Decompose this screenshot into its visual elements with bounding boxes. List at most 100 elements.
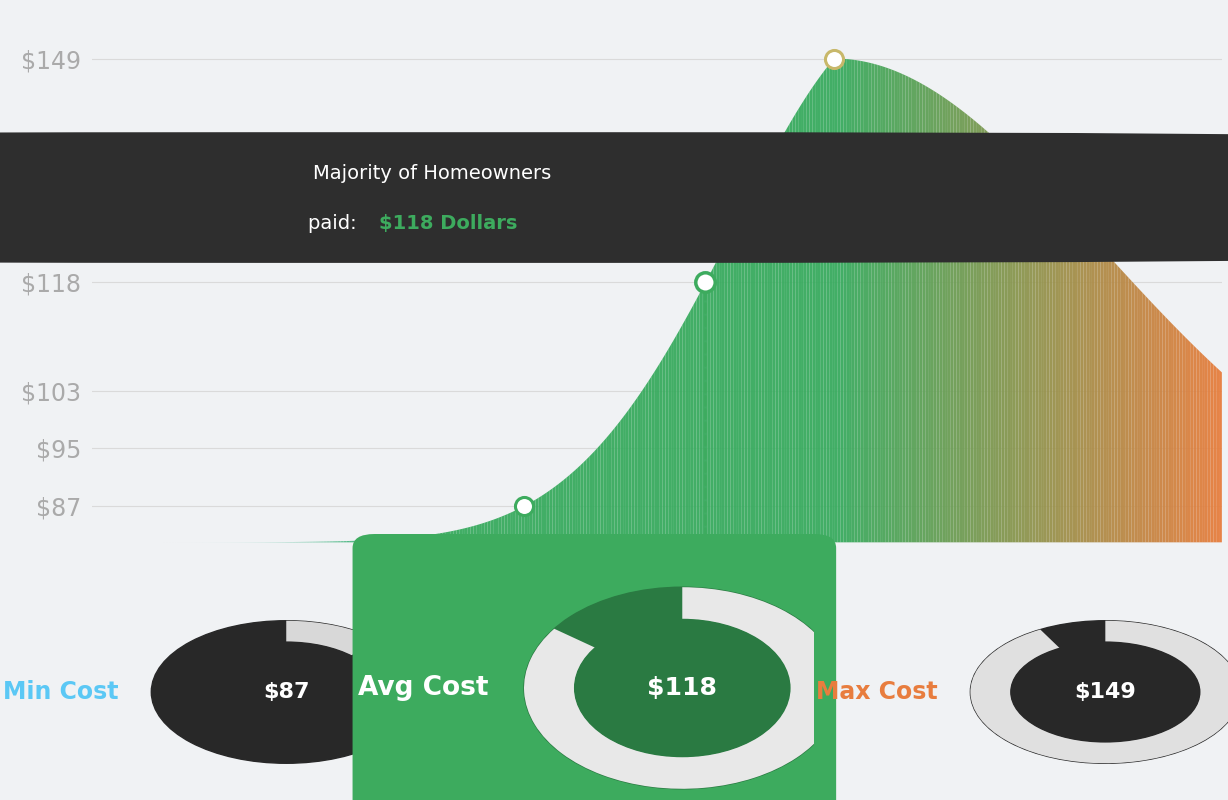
Polygon shape xyxy=(880,66,883,542)
FancyBboxPatch shape xyxy=(0,132,1228,263)
Polygon shape xyxy=(420,536,422,542)
Polygon shape xyxy=(592,450,594,542)
Polygon shape xyxy=(499,517,502,542)
Polygon shape xyxy=(1117,266,1120,542)
Polygon shape xyxy=(855,60,857,542)
Polygon shape xyxy=(1168,320,1172,542)
Polygon shape xyxy=(375,540,377,542)
Polygon shape xyxy=(587,457,589,542)
Polygon shape xyxy=(1211,362,1213,542)
Polygon shape xyxy=(959,109,962,542)
Polygon shape xyxy=(594,448,598,542)
Polygon shape xyxy=(346,541,349,542)
Polygon shape xyxy=(453,530,457,542)
Polygon shape xyxy=(877,65,880,542)
Polygon shape xyxy=(1202,354,1205,542)
Polygon shape xyxy=(403,538,405,542)
Polygon shape xyxy=(677,330,679,542)
Polygon shape xyxy=(488,521,490,542)
Polygon shape xyxy=(764,164,768,542)
Polygon shape xyxy=(909,77,911,542)
Polygon shape xyxy=(696,294,700,542)
Polygon shape xyxy=(1135,284,1137,542)
Polygon shape xyxy=(672,339,674,542)
Polygon shape xyxy=(857,60,861,542)
Polygon shape xyxy=(451,530,453,542)
Polygon shape xyxy=(494,518,496,542)
Polygon shape xyxy=(920,82,922,542)
Polygon shape xyxy=(1191,342,1194,542)
Polygon shape xyxy=(785,128,787,542)
Polygon shape xyxy=(1172,322,1174,542)
Polygon shape xyxy=(731,229,733,542)
Polygon shape xyxy=(813,83,815,542)
Polygon shape xyxy=(1007,150,1011,542)
Polygon shape xyxy=(1129,278,1131,542)
Polygon shape xyxy=(1207,359,1211,542)
Polygon shape xyxy=(637,394,640,542)
Polygon shape xyxy=(607,435,609,542)
Polygon shape xyxy=(781,134,785,542)
Polygon shape xyxy=(476,524,479,542)
Polygon shape xyxy=(1024,166,1027,542)
Polygon shape xyxy=(779,138,781,542)
Polygon shape xyxy=(1143,293,1146,542)
Polygon shape xyxy=(883,66,885,542)
Polygon shape xyxy=(510,512,513,542)
Polygon shape xyxy=(1041,183,1044,542)
Polygon shape xyxy=(355,541,357,542)
Polygon shape xyxy=(513,510,516,542)
Polygon shape xyxy=(815,79,818,542)
Polygon shape xyxy=(381,539,383,542)
Polygon shape xyxy=(931,89,933,542)
Polygon shape xyxy=(837,58,841,542)
Polygon shape xyxy=(1022,163,1024,542)
Polygon shape xyxy=(1027,169,1030,542)
Polygon shape xyxy=(711,267,713,542)
Polygon shape xyxy=(770,154,772,542)
Polygon shape xyxy=(674,334,677,542)
Polygon shape xyxy=(600,442,603,542)
Polygon shape xyxy=(612,428,615,542)
Polygon shape xyxy=(640,390,643,542)
Polygon shape xyxy=(561,480,564,542)
Polygon shape xyxy=(507,513,510,542)
Polygon shape xyxy=(1011,152,1013,542)
Polygon shape xyxy=(1078,222,1081,542)
Polygon shape xyxy=(1035,178,1038,542)
Polygon shape xyxy=(982,126,985,542)
Circle shape xyxy=(1011,642,1200,742)
Polygon shape xyxy=(939,94,942,542)
Polygon shape xyxy=(425,535,429,542)
Polygon shape xyxy=(716,256,720,542)
Polygon shape xyxy=(542,494,544,542)
Polygon shape xyxy=(1100,247,1103,542)
Polygon shape xyxy=(948,100,950,542)
Polygon shape xyxy=(849,59,852,542)
Polygon shape xyxy=(1200,351,1202,542)
Polygon shape xyxy=(546,490,550,542)
Polygon shape xyxy=(496,518,499,542)
Polygon shape xyxy=(1103,250,1106,542)
Polygon shape xyxy=(776,143,779,542)
Polygon shape xyxy=(968,115,970,542)
Polygon shape xyxy=(685,314,688,542)
Polygon shape xyxy=(688,310,691,542)
Polygon shape xyxy=(1148,299,1152,542)
Polygon shape xyxy=(1131,281,1135,542)
Polygon shape xyxy=(705,278,707,542)
Polygon shape xyxy=(666,349,668,542)
Polygon shape xyxy=(917,81,920,542)
Polygon shape xyxy=(736,218,739,542)
Polygon shape xyxy=(707,273,711,542)
Circle shape xyxy=(151,621,421,763)
Polygon shape xyxy=(457,530,459,542)
Polygon shape xyxy=(829,61,833,542)
Polygon shape xyxy=(535,498,538,542)
Circle shape xyxy=(970,621,1228,763)
Polygon shape xyxy=(1106,253,1109,542)
Polygon shape xyxy=(942,96,946,542)
Polygon shape xyxy=(553,486,555,542)
Polygon shape xyxy=(383,539,386,542)
Polygon shape xyxy=(363,540,366,542)
